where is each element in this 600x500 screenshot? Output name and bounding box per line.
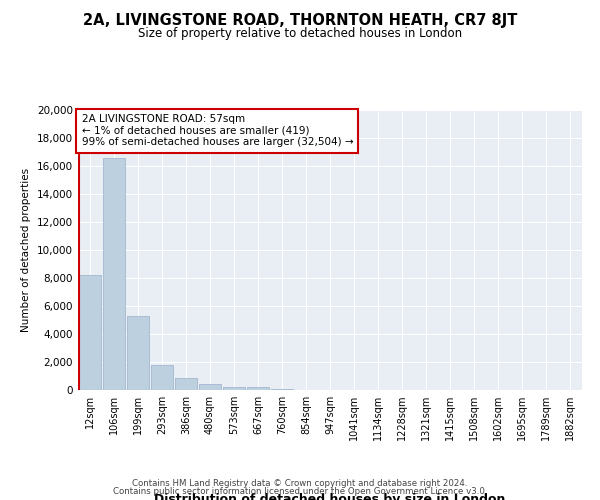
- Bar: [223, 386, 245, 390]
- Bar: [151, 365, 173, 390]
- Text: Contains public sector information licensed under the Open Government Licence v3: Contains public sector information licen…: [113, 487, 487, 496]
- X-axis label: Distribution of detached houses by size in London: Distribution of detached houses by size …: [154, 493, 506, 500]
- Bar: [79, 275, 101, 390]
- Bar: [271, 388, 293, 390]
- Text: Size of property relative to detached houses in London: Size of property relative to detached ho…: [138, 28, 462, 40]
- Text: 2A, LIVINGSTONE ROAD, THORNTON HEATH, CR7 8JT: 2A, LIVINGSTONE ROAD, THORNTON HEATH, CR…: [83, 12, 517, 28]
- Bar: [175, 378, 197, 390]
- Bar: [247, 387, 269, 390]
- Text: 2A LIVINGSTONE ROAD: 57sqm
← 1% of detached houses are smaller (419)
99% of semi: 2A LIVINGSTONE ROAD: 57sqm ← 1% of detac…: [82, 114, 353, 148]
- Y-axis label: Number of detached properties: Number of detached properties: [22, 168, 31, 332]
- Bar: [127, 316, 149, 390]
- Bar: [103, 158, 125, 390]
- Text: Contains HM Land Registry data © Crown copyright and database right 2024.: Contains HM Land Registry data © Crown c…: [132, 478, 468, 488]
- Bar: [199, 384, 221, 390]
